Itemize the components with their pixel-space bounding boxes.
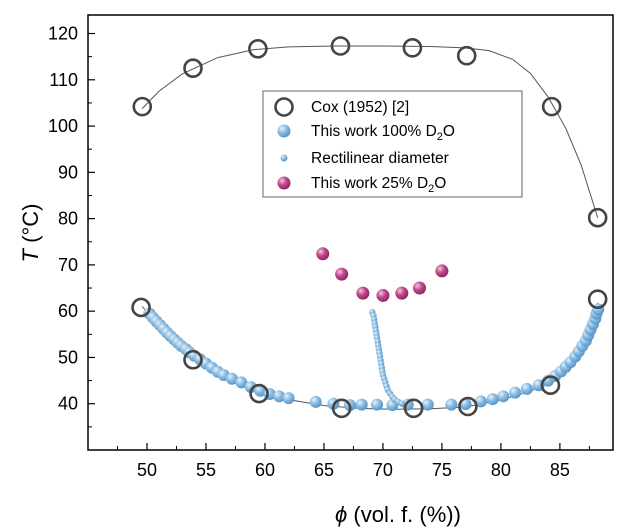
d2o-25-point [356,286,370,300]
data-points [131,36,608,419]
legend-label-25: This work 25% D2O [311,175,446,195]
d2o-100-point [474,395,487,408]
d2o-100-point [520,382,533,395]
y-axis-symbol: T [18,247,43,262]
d2o-25-point [316,247,330,261]
d2o-100-point [421,398,434,411]
x-tick-label: 50 [137,460,157,480]
cox-point [403,398,424,419]
legend-marker-rectilinear [280,154,288,162]
y-axis-title: T (°C) [18,204,43,263]
x-tick-label: 60 [255,460,275,480]
y-tick-label: 80 [58,209,78,229]
d2o-100-point [309,395,322,408]
cox-point [587,207,608,228]
legend-marker-25 [277,176,291,190]
x-axis-unit: (vol. f. (%)) [347,502,461,527]
rectilinear-point [398,400,406,407]
d2o-100-point [497,390,510,403]
cox-point [132,96,153,117]
cox-point [131,297,151,318]
d2o-100-point [282,392,295,405]
cox-point [183,58,203,79]
x-axis-title: ϕ (vol. f. (%)) [335,502,461,527]
upper-fit-line [141,45,599,218]
d2o-100-point [273,390,286,403]
d2o-25-point [335,267,349,281]
d2o-25-point [376,288,390,302]
x-tick-label: 70 [373,460,393,480]
y-tick-label: 100 [48,116,78,136]
cox-point [540,375,561,396]
y-axis-ticks: 40 50 60 70 80 90 100 110 120 [48,24,95,428]
d2o-25-point [395,286,409,300]
d2o-100-point [445,398,458,411]
cox-point [541,96,562,117]
x-tick-label: 75 [432,460,452,480]
x-tick-label: 85 [550,460,570,480]
cox-point [402,38,423,58]
cox-point [183,349,203,370]
legend-label-25-main: This work 25% D [311,175,428,192]
cox-point [248,38,268,59]
legend-label-rectilinear: Rectilinear diameter [311,150,449,167]
legend-label-100: This work 100% D2O [311,123,455,143]
plot-frame [87,14,614,451]
legend-label-25-sub: 2 [428,183,434,195]
d2o-100-point [235,376,248,389]
y-tick-label: 90 [58,162,78,182]
legend-label-100-tail: O [443,123,455,140]
legend-label-100-sub: 2 [437,131,443,143]
d2o-100-point [371,398,384,411]
cox-point [456,45,477,66]
d2o-25-point [435,264,449,278]
cox-point [330,36,351,56]
d2o-100-point [355,398,368,411]
y-tick-label: 50 [58,347,78,367]
y-tick-label: 60 [58,301,78,321]
x-tick-label: 80 [491,460,511,480]
legend: Cox (1952) [2] This work 100% D2O Rectil… [262,90,523,198]
y-tick-label: 40 [58,394,78,414]
y-axis-unit: (°C) [18,204,43,249]
legend-label-100-main: This work 100% D [311,123,437,140]
d2o-100-point [509,386,522,399]
x-tick-label: 65 [314,460,334,480]
cox-point [249,383,269,404]
y-tick-label: 110 [49,70,78,90]
d2o-100-point [254,384,267,397]
x-axis-ticks: 50 55 60 65 70 75 80 85 [116,443,590,480]
y-tick-label: 120 [48,24,78,44]
d2o-100-point [486,393,499,406]
x-tick-label: 55 [196,460,216,480]
legend-label-25-tail: O [434,175,446,192]
legend-marker-cox [274,97,294,117]
cox-point [587,289,608,309]
x-axis-symbol: ϕ [335,502,347,527]
d2o-100-point [244,381,257,394]
legend-marker-100 [277,124,291,138]
y-tick-label: 70 [58,255,78,275]
cox-point [458,396,478,417]
legend-box [262,90,523,198]
cox-point [331,398,352,419]
legend-label-cox: Cox (1952) [2] [311,99,409,116]
d2o-25-point [413,281,427,295]
d2o-100-point [225,372,238,385]
